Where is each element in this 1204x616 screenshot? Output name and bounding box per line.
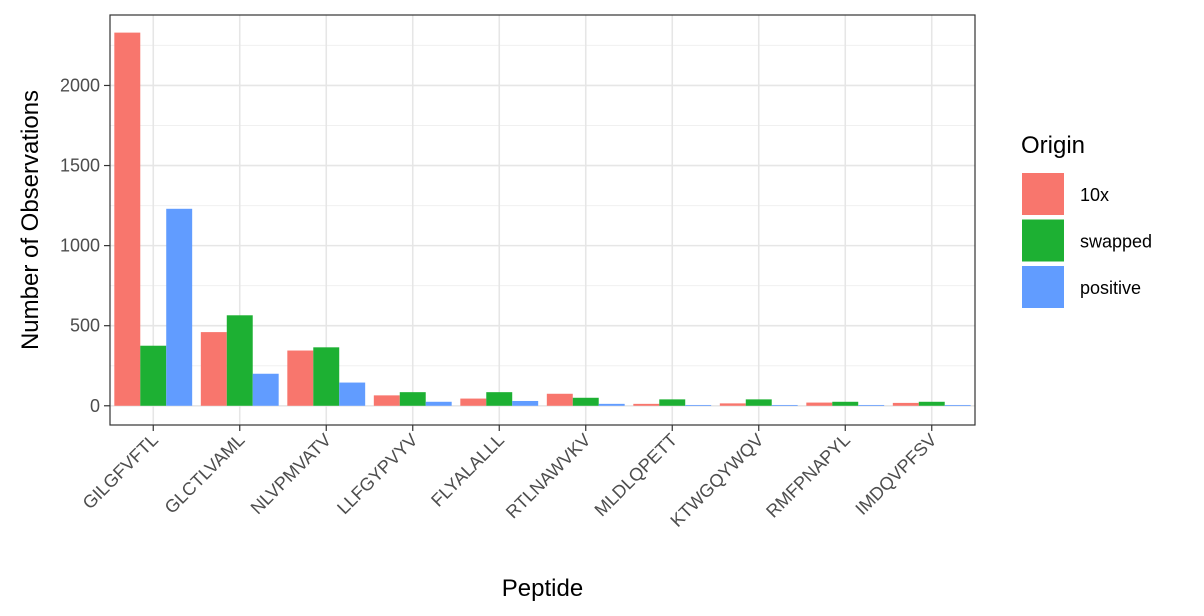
bar-10x-rmfpnapyl (806, 402, 833, 406)
bar-10x-ktwgqywqv (719, 403, 746, 406)
legend-label-positive: positive (1080, 278, 1141, 298)
bar-positive-llfgypvyv (425, 401, 452, 406)
y-axis-title: Number of Observations (17, 90, 44, 350)
x-axis-title: Peptide (502, 575, 583, 602)
legend: Origin 10x swapped positive (1021, 132, 1152, 308)
bar-10x-nlvpmvatv (287, 350, 314, 406)
y-tick-label: 1500 (60, 156, 100, 176)
bar-10x-mldlqpett (633, 403, 660, 406)
y-tick-label: 0 (90, 396, 100, 416)
bar-positive-nlvpmvatv (339, 382, 366, 406)
bar-positive-flyalalll (512, 400, 539, 406)
bar-10x-glctlvaml (200, 332, 227, 406)
bar-10x-rtlnawvkv (546, 393, 573, 406)
bar-swapped-imdqvpfsv (918, 401, 945, 406)
bar-positive-rtlnawvkv (598, 403, 625, 406)
legend-key-positive (1022, 266, 1064, 308)
y-tick-label: 500 (70, 316, 100, 336)
bar-swapped-glctlvaml (226, 315, 253, 406)
bar-positive-glctlvaml (252, 373, 279, 406)
bar-10x-llfgypvyv (373, 395, 400, 406)
bar-10x-gilgfvftl (114, 32, 141, 406)
legend-title: Origin (1021, 132, 1085, 159)
legend-label-10x: 10x (1080, 185, 1109, 205)
legend-key-swapped (1022, 219, 1064, 262)
bars (114, 32, 971, 406)
bar-swapped-gilgfvftl (140, 345, 167, 406)
panel-border (109, 14, 976, 426)
y-tick-label: 1000 (60, 236, 100, 256)
bar-10x-imdqvpfsv (892, 402, 919, 406)
bar-positive-ktwgqywqv (771, 404, 798, 406)
bar-positive-imdqvpfsv (944, 404, 971, 406)
bar-swapped-nlvpmvatv (313, 347, 340, 406)
bar-swapped-mldlqpett (659, 399, 686, 406)
legend-label-swapped: swapped (1080, 232, 1152, 252)
legend-key-10x (1022, 173, 1064, 215)
bar-swapped-flyalalll (486, 392, 513, 406)
bar-10x-flyalalll (460, 398, 487, 406)
y-tick-label: 2000 (60, 75, 100, 95)
bar-positive-mldlqpett (685, 404, 712, 406)
bar-positive-rmfpnapyl (858, 404, 885, 406)
bar-swapped-ktwgqywqv (745, 399, 772, 406)
bar-swapped-llfgypvyv (399, 392, 426, 406)
bar-swapped-rmfpnapyl (832, 401, 859, 406)
bar-positive-gilgfvftl (166, 208, 193, 406)
bar-swapped-rtlnawvkv (572, 397, 599, 406)
